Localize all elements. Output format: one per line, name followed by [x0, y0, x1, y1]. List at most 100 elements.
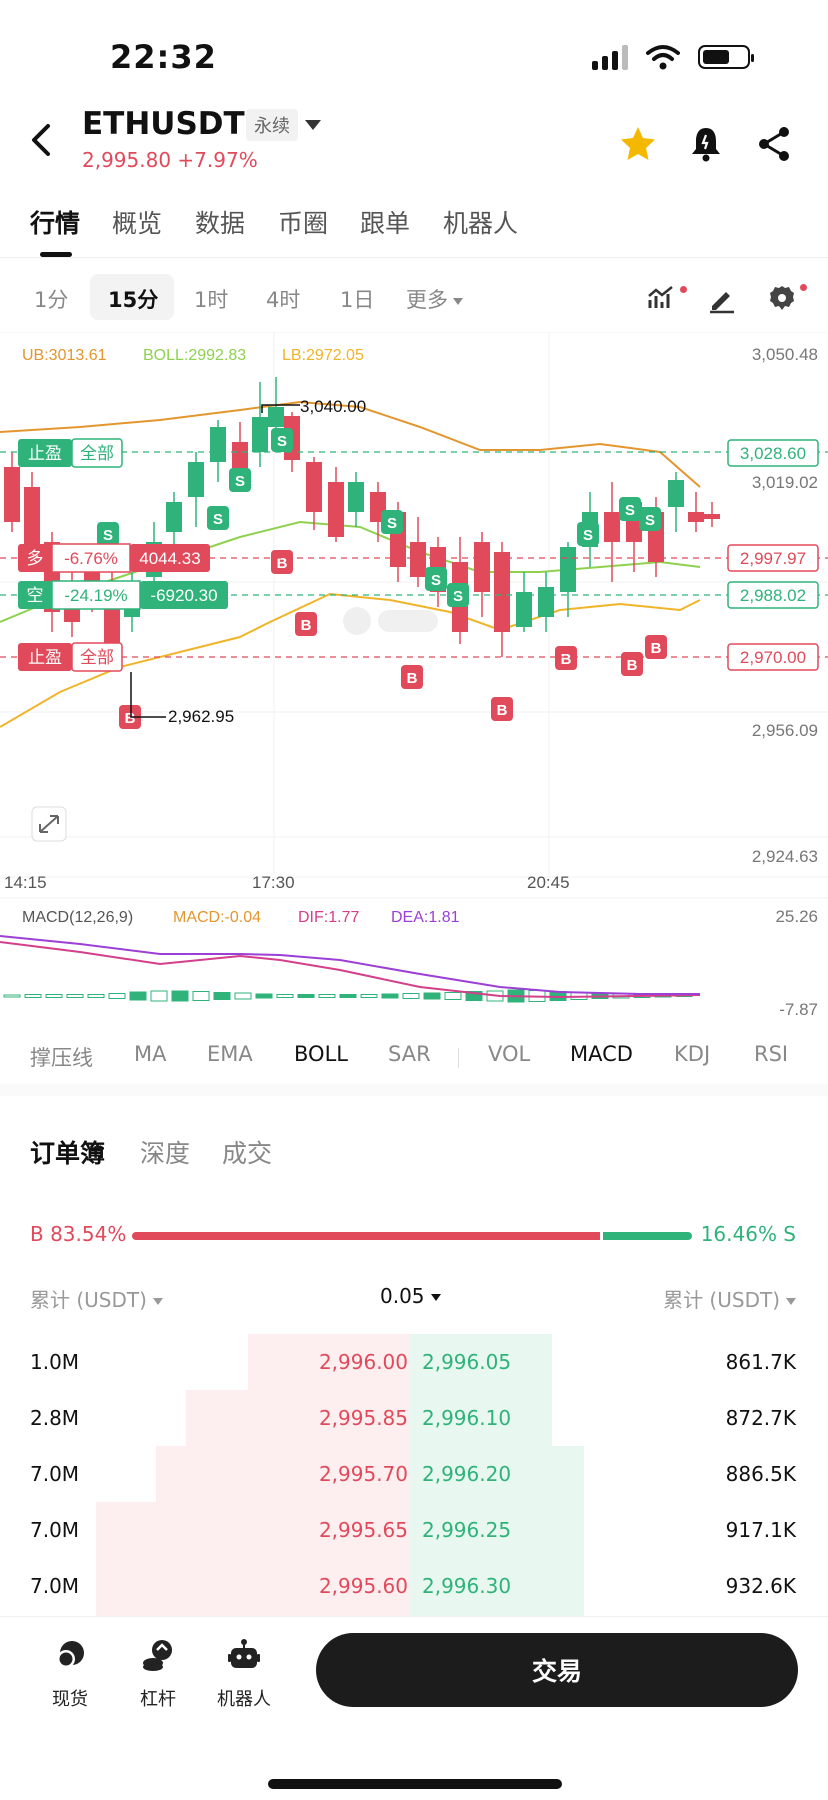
share-icon[interactable] [754, 124, 794, 164]
draw-icon[interactable] [706, 282, 738, 314]
star-icon[interactable] [618, 124, 658, 164]
marker-letter: B [125, 710, 136, 727]
back-icon[interactable] [22, 120, 62, 160]
indicator-icon[interactable] [646, 282, 678, 314]
orderbook-header: 累计 (USDT) 0.05 累计 (USDT) [0, 1284, 828, 1314]
pair-dropdown-icon[interactable] [305, 120, 321, 130]
short-label: 空 [27, 586, 44, 605]
settings-icon[interactable] [766, 282, 798, 314]
orderbook-row[interactable]: 2.8M 2,995.85 2,996.10 872.7K [0, 1390, 828, 1446]
short-position-tag: 空 -24.19% -6920.30 [18, 580, 228, 610]
bid-total: 7.0M [30, 1574, 80, 1598]
nav-bot[interactable]: 机器人 [204, 1637, 284, 1711]
timeframe-1d[interactable]: 1日 [340, 288, 375, 312]
timeframe-1h[interactable]: 1时 [194, 288, 229, 312]
precision-select[interactable]: 0.05 [380, 1284, 441, 1308]
tab-depth[interactable]: 深度 [140, 1139, 191, 1168]
lb-legend: LB:2972.05 [282, 347, 364, 364]
ask-depth-bar [410, 1446, 584, 1616]
sl-label: 止盈 [28, 648, 62, 667]
candle-body [210, 427, 226, 462]
candle-body [704, 514, 720, 519]
candle [4, 452, 20, 532]
macd-legend-dif: DIF:1.77 [298, 909, 359, 926]
indicator-macd[interactable]: MACD [570, 1042, 633, 1066]
candle-body [328, 482, 344, 537]
indicator-kdj[interactable]: KDJ [674, 1042, 711, 1066]
candle-body [348, 482, 364, 512]
indicator-boll[interactable]: BOLL [294, 1042, 348, 1066]
candle-body [516, 592, 532, 627]
bid-depth-bar [248, 1334, 410, 1390]
indicator-sar[interactable]: SAR [388, 1042, 431, 1066]
indicator-vol[interactable]: VOL [488, 1042, 531, 1066]
nav-spot[interactable]: 现货 [30, 1637, 110, 1711]
tab-trades[interactable]: 成交 [222, 1139, 273, 1168]
bid-total: 7.0M [30, 1518, 80, 1542]
macd-legend-dea: DEA:1.81 [391, 909, 460, 926]
macd-bar [24, 994, 42, 998]
ask-total: 917.1K [725, 1518, 796, 1542]
bid-depth-bar [96, 1502, 410, 1616]
macd-bar [213, 992, 231, 1000]
alert-bell-icon[interactable] [686, 124, 726, 164]
short-pct: -24.19% [64, 586, 127, 605]
timeframe-1m[interactable]: 1分 [34, 288, 69, 312]
tab-community[interactable]: 币圈 [278, 209, 329, 238]
timeframe-more[interactable]: 更多 [406, 284, 463, 314]
bid-depth-bar [156, 1446, 410, 1502]
buy-sell-ratio: B 83.54% 16.46% S [0, 1222, 828, 1252]
indicator-rsi[interactable]: RSI [754, 1042, 789, 1066]
bid-price: 2,996.00 [318, 1350, 408, 1374]
status-bar: 22:32 [0, 0, 828, 110]
orderbook-row[interactable]: 7.0M 2,995.65 2,996.25 917.1K [0, 1502, 828, 1558]
sl-price-tag: 2,970.00 [727, 643, 819, 671]
battery-icon [698, 45, 754, 69]
ask-total-header[interactable]: 累计 (USDT) [663, 1284, 796, 1313]
ask-depth-bar [410, 1390, 552, 1446]
candlestick-chart[interactable]: UB:3013.61 BOLL:2992.83 LB:2972.05 3,050… [0, 332, 828, 1032]
indicator-ema[interactable]: EMA [207, 1042, 253, 1066]
candle-body [166, 502, 182, 532]
candle [538, 572, 554, 632]
timeframe-4h[interactable]: 4时 [266, 288, 301, 312]
home-indicator [268, 1779, 562, 1789]
marker-badge [271, 428, 293, 452]
time-tick-3: 20:45 [527, 873, 570, 892]
timeframe-15m[interactable]: 15分 [108, 288, 159, 312]
candle-body [538, 587, 554, 617]
marker-letter: B [627, 657, 638, 674]
long-label: 多 [27, 549, 44, 568]
orderbook-row[interactable]: 7.0M 2,995.70 2,996.20 886.5K [0, 1446, 828, 1502]
bottom-nav: 现货 杠杆 机器人 交易 [0, 1616, 828, 1800]
tab-market[interactable]: 行情 [30, 209, 81, 238]
indicator-ma[interactable]: MA [134, 1042, 167, 1066]
tab-overview[interactable]: 概览 [112, 209, 163, 238]
trade-button[interactable]: 交易 [316, 1633, 798, 1707]
marker-badge [447, 583, 469, 607]
active-tab-indicator [40, 252, 72, 257]
tab-data[interactable]: 数据 [195, 209, 246, 238]
candle [328, 467, 344, 542]
orderbook-row[interactable]: 7.0M 2,995.60 2,996.30 932.6K [0, 1558, 828, 1614]
nav-margin[interactable]: 杠杆 [118, 1637, 198, 1711]
tab-bots[interactable]: 机器人 [443, 209, 519, 238]
section-divider [0, 1084, 828, 1096]
bid-depth-bar [186, 1390, 410, 1446]
precision-value: 0.05 [380, 1284, 425, 1308]
macd-bar [381, 993, 399, 999]
macd-bar [234, 992, 252, 1000]
chevron-down-icon [430, 1294, 441, 1301]
status-icons [592, 44, 754, 70]
tab-orderbook[interactable]: 订单簿 [30, 1139, 106, 1168]
candle-body [668, 480, 684, 507]
bid-total-header[interactable]: 累计 (USDT) [30, 1284, 163, 1313]
orderbook-row[interactable]: 1.0M 2,996.00 2,996.05 861.7K [0, 1334, 828, 1390]
indicator-support[interactable]: 撑压线 [30, 1046, 93, 1070]
orderbook-rows: 1.0M 2,996.00 2,996.05 861.7K 2.8M 2,995… [0, 1334, 828, 1616]
candle [604, 482, 620, 582]
pair-name[interactable]: ETHUSDT [82, 106, 245, 142]
stop-order-tag: 止盈 全部 [18, 642, 123, 672]
tab-copy-trading[interactable]: 跟单 [360, 209, 411, 238]
